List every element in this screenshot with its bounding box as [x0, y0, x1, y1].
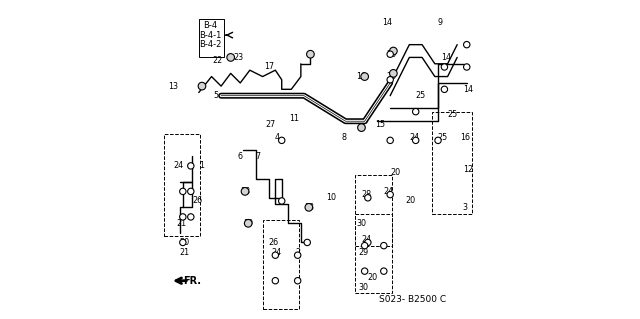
Text: B-4-1: B-4-1 [199, 31, 221, 40]
Text: 26: 26 [192, 197, 202, 205]
Text: S023- B2500 C: S023- B2500 C [379, 295, 446, 304]
Text: 20: 20 [367, 273, 378, 282]
Circle shape [305, 204, 313, 211]
Text: 20: 20 [406, 197, 416, 205]
Text: 28: 28 [361, 190, 371, 199]
Text: 25: 25 [415, 91, 426, 100]
Circle shape [362, 268, 368, 274]
Circle shape [387, 51, 394, 57]
Circle shape [294, 252, 301, 258]
Circle shape [272, 278, 278, 284]
Text: 29: 29 [358, 248, 368, 256]
Bar [355, 214, 392, 293]
Circle shape [413, 137, 419, 144]
Text: 6: 6 [237, 152, 243, 161]
Circle shape [463, 64, 470, 70]
Text: 19: 19 [243, 219, 253, 228]
Text: 24: 24 [361, 235, 371, 244]
Circle shape [387, 137, 394, 144]
Circle shape [387, 191, 394, 198]
Text: 25: 25 [447, 110, 458, 119]
Circle shape [227, 54, 234, 61]
Circle shape [441, 86, 447, 93]
Text: B-4: B-4 [203, 21, 217, 30]
Circle shape [180, 188, 186, 195]
Circle shape [278, 137, 285, 144]
Circle shape [365, 195, 371, 201]
Circle shape [278, 198, 285, 204]
Circle shape [381, 268, 387, 274]
Text: 25: 25 [387, 72, 397, 81]
Text: 13: 13 [304, 203, 314, 212]
Text: 20: 20 [179, 238, 189, 247]
Circle shape [361, 73, 369, 80]
Text: 14: 14 [463, 85, 474, 94]
Text: 30: 30 [356, 219, 367, 228]
Text: 15: 15 [376, 120, 386, 129]
Circle shape [188, 214, 194, 220]
Circle shape [435, 137, 441, 144]
Circle shape [180, 239, 186, 246]
Text: FR.: FR. [184, 276, 202, 286]
Circle shape [307, 50, 314, 58]
Circle shape [188, 163, 194, 169]
Circle shape [381, 242, 387, 249]
Text: 14: 14 [382, 18, 392, 27]
Text: 25: 25 [438, 133, 448, 142]
Circle shape [362, 242, 368, 249]
Text: 8: 8 [341, 133, 346, 142]
Circle shape [387, 77, 394, 83]
Text: 10: 10 [326, 193, 336, 202]
Text: 9: 9 [437, 18, 442, 27]
Bar [199, 19, 224, 57]
Circle shape [463, 41, 470, 48]
Text: 5: 5 [214, 91, 219, 100]
Text: B-4-2: B-4-2 [199, 40, 221, 49]
Text: 4: 4 [275, 133, 280, 142]
Bar [164, 134, 200, 236]
Text: 24: 24 [272, 248, 282, 256]
Circle shape [188, 188, 194, 195]
Text: 12: 12 [463, 165, 474, 174]
Text: 20: 20 [390, 168, 400, 177]
Bar [431, 112, 472, 214]
Circle shape [244, 219, 252, 227]
Text: 23: 23 [234, 53, 244, 62]
Circle shape [294, 278, 301, 284]
Text: 16: 16 [356, 72, 367, 81]
Text: 26: 26 [269, 238, 279, 247]
Text: 17: 17 [264, 63, 274, 71]
Text: 25: 25 [387, 50, 397, 59]
Text: 11: 11 [289, 114, 300, 122]
Circle shape [441, 64, 447, 70]
Text: 2: 2 [295, 248, 300, 256]
Text: 1: 1 [200, 161, 204, 170]
Text: 30: 30 [358, 283, 368, 292]
Text: 27: 27 [266, 120, 276, 129]
Bar [355, 175, 392, 246]
Circle shape [241, 188, 249, 195]
Bar [262, 220, 300, 309]
Text: 16: 16 [460, 133, 470, 142]
Text: 21: 21 [176, 219, 186, 228]
Circle shape [365, 239, 371, 246]
Circle shape [272, 252, 278, 258]
Text: 24: 24 [173, 161, 183, 170]
Circle shape [304, 239, 310, 246]
Circle shape [413, 108, 419, 115]
Circle shape [180, 214, 186, 220]
Text: 24: 24 [409, 133, 419, 142]
Text: 24: 24 [383, 187, 394, 196]
Circle shape [390, 70, 397, 77]
Circle shape [358, 124, 365, 131]
Text: 3: 3 [463, 203, 468, 212]
Text: 14: 14 [441, 53, 451, 62]
Text: 22: 22 [212, 56, 223, 65]
Circle shape [390, 47, 397, 55]
Text: 13: 13 [168, 82, 179, 91]
Text: 7: 7 [255, 152, 260, 161]
Text: 21: 21 [179, 248, 189, 256]
Text: 18: 18 [240, 187, 250, 196]
Circle shape [198, 82, 206, 90]
